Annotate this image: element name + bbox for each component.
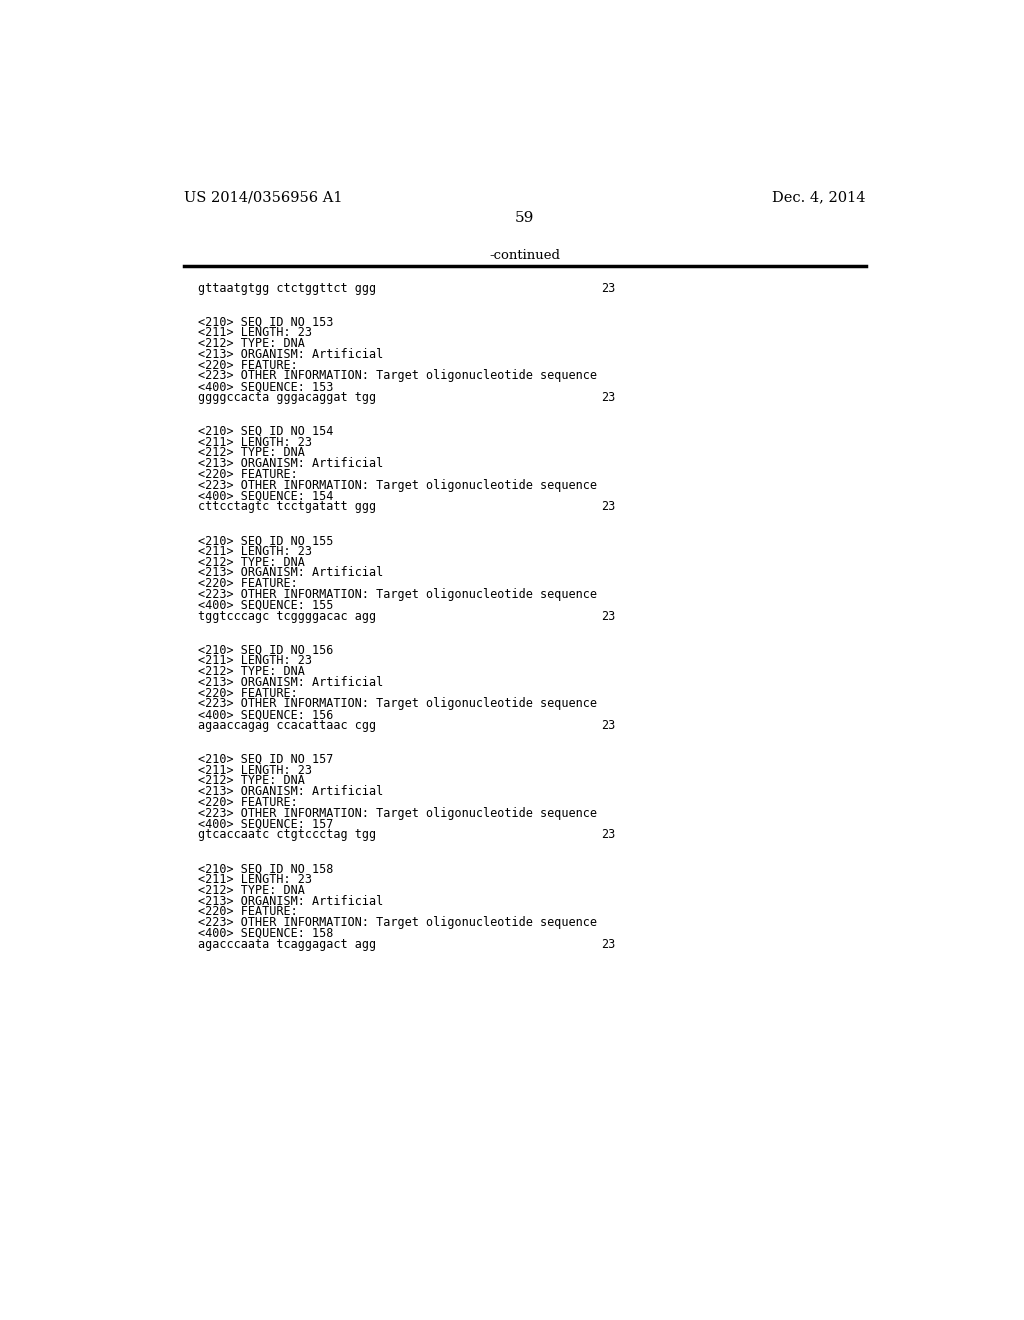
Text: <211> LENGTH: 23: <211> LENGTH: 23 bbox=[198, 763, 311, 776]
Text: <400> SEQUENCE: 157: <400> SEQUENCE: 157 bbox=[198, 817, 333, 830]
Text: <212> TYPE: DNA: <212> TYPE: DNA bbox=[198, 556, 304, 569]
Text: <212> TYPE: DNA: <212> TYPE: DNA bbox=[198, 665, 304, 678]
Text: 23: 23 bbox=[601, 610, 615, 623]
Text: <210> SEQ ID NO 153: <210> SEQ ID NO 153 bbox=[198, 315, 333, 329]
Text: <213> ORGANISM: Artificial: <213> ORGANISM: Artificial bbox=[198, 676, 383, 689]
Text: <223> OTHER INFORMATION: Target oligonucleotide sequence: <223> OTHER INFORMATION: Target oligonuc… bbox=[198, 479, 597, 492]
Text: <213> ORGANISM: Artificial: <213> ORGANISM: Artificial bbox=[198, 895, 383, 908]
Text: <210> SEQ ID NO 155: <210> SEQ ID NO 155 bbox=[198, 535, 333, 548]
Text: <400> SEQUENCE: 153: <400> SEQUENCE: 153 bbox=[198, 380, 333, 393]
Text: <400> SEQUENCE: 158: <400> SEQUENCE: 158 bbox=[198, 927, 333, 940]
Text: <223> OTHER INFORMATION: Target oligonucleotide sequence: <223> OTHER INFORMATION: Target oligonuc… bbox=[198, 916, 597, 929]
Text: US 2014/0356956 A1: US 2014/0356956 A1 bbox=[183, 191, 342, 205]
Text: agaaccagag ccacattaac cgg: agaaccagag ccacattaac cgg bbox=[198, 719, 376, 733]
Text: <211> LENGTH: 23: <211> LENGTH: 23 bbox=[198, 545, 311, 558]
Text: <213> ORGANISM: Artificial: <213> ORGANISM: Artificial bbox=[198, 348, 383, 360]
Text: <213> ORGANISM: Artificial: <213> ORGANISM: Artificial bbox=[198, 785, 383, 799]
Text: gttaatgtgg ctctggttct ggg: gttaatgtgg ctctggttct ggg bbox=[198, 281, 376, 294]
Text: <223> OTHER INFORMATION: Target oligonucleotide sequence: <223> OTHER INFORMATION: Target oligonuc… bbox=[198, 697, 597, 710]
Text: tggtcccagc tcggggacac agg: tggtcccagc tcggggacac agg bbox=[198, 610, 376, 623]
Text: <210> SEQ ID NO 158: <210> SEQ ID NO 158 bbox=[198, 862, 333, 875]
Text: <223> OTHER INFORMATION: Target oligonucleotide sequence: <223> OTHER INFORMATION: Target oligonuc… bbox=[198, 589, 597, 601]
Text: <211> LENGTH: 23: <211> LENGTH: 23 bbox=[198, 873, 311, 886]
Text: <212> TYPE: DNA: <212> TYPE: DNA bbox=[198, 884, 304, 896]
Text: <400> SEQUENCE: 154: <400> SEQUENCE: 154 bbox=[198, 490, 333, 503]
Text: <211> LENGTH: 23: <211> LENGTH: 23 bbox=[198, 436, 311, 449]
Text: <213> ORGANISM: Artificial: <213> ORGANISM: Artificial bbox=[198, 566, 383, 579]
Text: 23: 23 bbox=[601, 937, 615, 950]
Text: <210> SEQ ID NO 157: <210> SEQ ID NO 157 bbox=[198, 752, 333, 766]
Text: 23: 23 bbox=[601, 391, 615, 404]
Text: <210> SEQ ID NO 154: <210> SEQ ID NO 154 bbox=[198, 425, 333, 438]
Text: <220> FEATURE:: <220> FEATURE: bbox=[198, 796, 298, 809]
Text: <211> LENGTH: 23: <211> LENGTH: 23 bbox=[198, 655, 311, 668]
Text: gtcaccaatc ctgtccctag tgg: gtcaccaatc ctgtccctag tgg bbox=[198, 829, 376, 841]
Text: <220> FEATURE:: <220> FEATURE: bbox=[198, 686, 298, 700]
Text: -continued: -continued bbox=[489, 249, 560, 263]
Text: <223> OTHER INFORMATION: Target oligonucleotide sequence: <223> OTHER INFORMATION: Target oligonuc… bbox=[198, 807, 597, 820]
Text: 59: 59 bbox=[515, 211, 535, 224]
Text: 23: 23 bbox=[601, 719, 615, 733]
Text: <400> SEQUENCE: 156: <400> SEQUENCE: 156 bbox=[198, 708, 333, 721]
Text: cttcctagtc tcctgatatt ggg: cttcctagtc tcctgatatt ggg bbox=[198, 500, 376, 513]
Text: Dec. 4, 2014: Dec. 4, 2014 bbox=[772, 191, 866, 205]
Text: <212> TYPE: DNA: <212> TYPE: DNA bbox=[198, 775, 304, 788]
Text: <213> ORGANISM: Artificial: <213> ORGANISM: Artificial bbox=[198, 457, 383, 470]
Text: 23: 23 bbox=[601, 281, 615, 294]
Text: ggggccacta gggacaggat tgg: ggggccacta gggacaggat tgg bbox=[198, 391, 376, 404]
Text: <400> SEQUENCE: 155: <400> SEQUENCE: 155 bbox=[198, 599, 333, 612]
Text: <223> OTHER INFORMATION: Target oligonucleotide sequence: <223> OTHER INFORMATION: Target oligonuc… bbox=[198, 370, 597, 383]
Text: <210> SEQ ID NO 156: <210> SEQ ID NO 156 bbox=[198, 644, 333, 656]
Text: 23: 23 bbox=[601, 500, 615, 513]
Text: <220> FEATURE:: <220> FEATURE: bbox=[198, 906, 298, 919]
Text: <212> TYPE: DNA: <212> TYPE: DNA bbox=[198, 337, 304, 350]
Text: <220> FEATURE:: <220> FEATURE: bbox=[198, 469, 298, 480]
Text: 23: 23 bbox=[601, 829, 615, 841]
Text: <220> FEATURE:: <220> FEATURE: bbox=[198, 359, 298, 372]
Text: <211> LENGTH: 23: <211> LENGTH: 23 bbox=[198, 326, 311, 339]
Text: <220> FEATURE:: <220> FEATURE: bbox=[198, 577, 298, 590]
Text: agacccaata tcaggagact agg: agacccaata tcaggagact agg bbox=[198, 937, 376, 950]
Text: <212> TYPE: DNA: <212> TYPE: DNA bbox=[198, 446, 304, 459]
